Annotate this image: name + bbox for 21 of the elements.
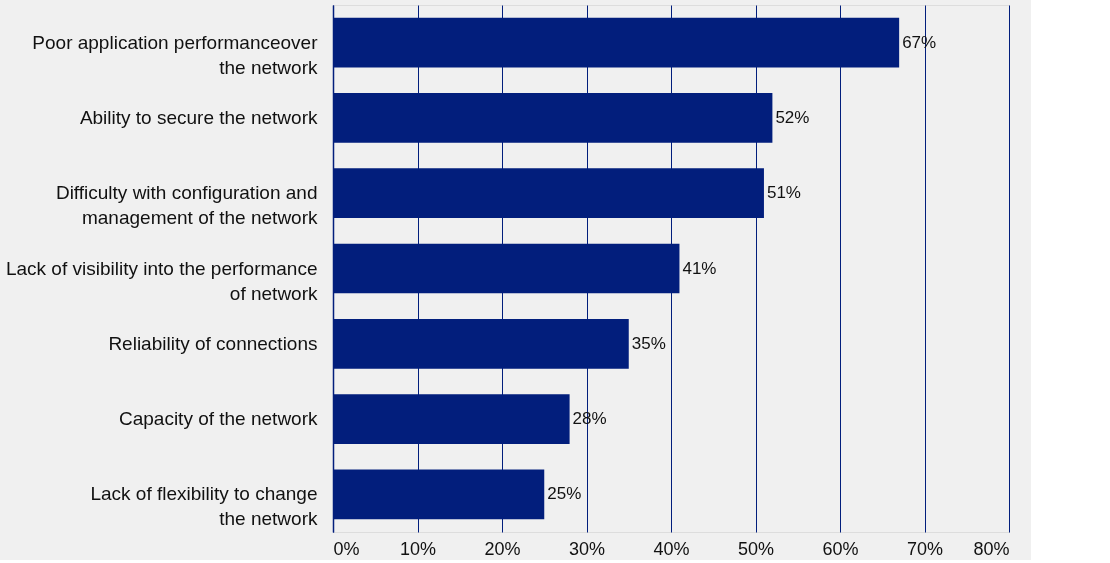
y-tick-label: Lack of visibility into the performance of network <box>5 257 318 304</box>
y-tick-label: Poor application performanceover the network <box>32 31 319 78</box>
x-tick-label: 80% <box>973 538 1010 559</box>
data-label: 35% <box>631 333 666 353</box>
x-tick-label: 40% <box>653 538 690 559</box>
x-tick-label: 70% <box>906 538 944 559</box>
data-label: 51% <box>766 183 801 203</box>
y-tick-label: Lack of flexibility to change the network <box>90 483 318 530</box>
x-tick-label: 10% <box>399 538 437 559</box>
data-label: 41% <box>682 258 717 278</box>
y-tick-label: Capacity of the network <box>118 408 318 430</box>
y-tick-label: Reliability of connections <box>108 332 318 354</box>
y-tick-label: Ability to secure the network <box>79 106 318 128</box>
data-label: 52% <box>775 107 810 127</box>
x-tick-label: 0% <box>333 538 360 559</box>
x-tick-label: 30% <box>568 538 606 559</box>
x-tick-label: 50% <box>737 538 775 559</box>
data-label: 25% <box>547 484 582 504</box>
x-tick-label: 20% <box>484 538 521 559</box>
x-tick-label: 60% <box>822 538 859 559</box>
y-tick-label: Difficulty with configuration and management of the network <box>55 182 318 229</box>
